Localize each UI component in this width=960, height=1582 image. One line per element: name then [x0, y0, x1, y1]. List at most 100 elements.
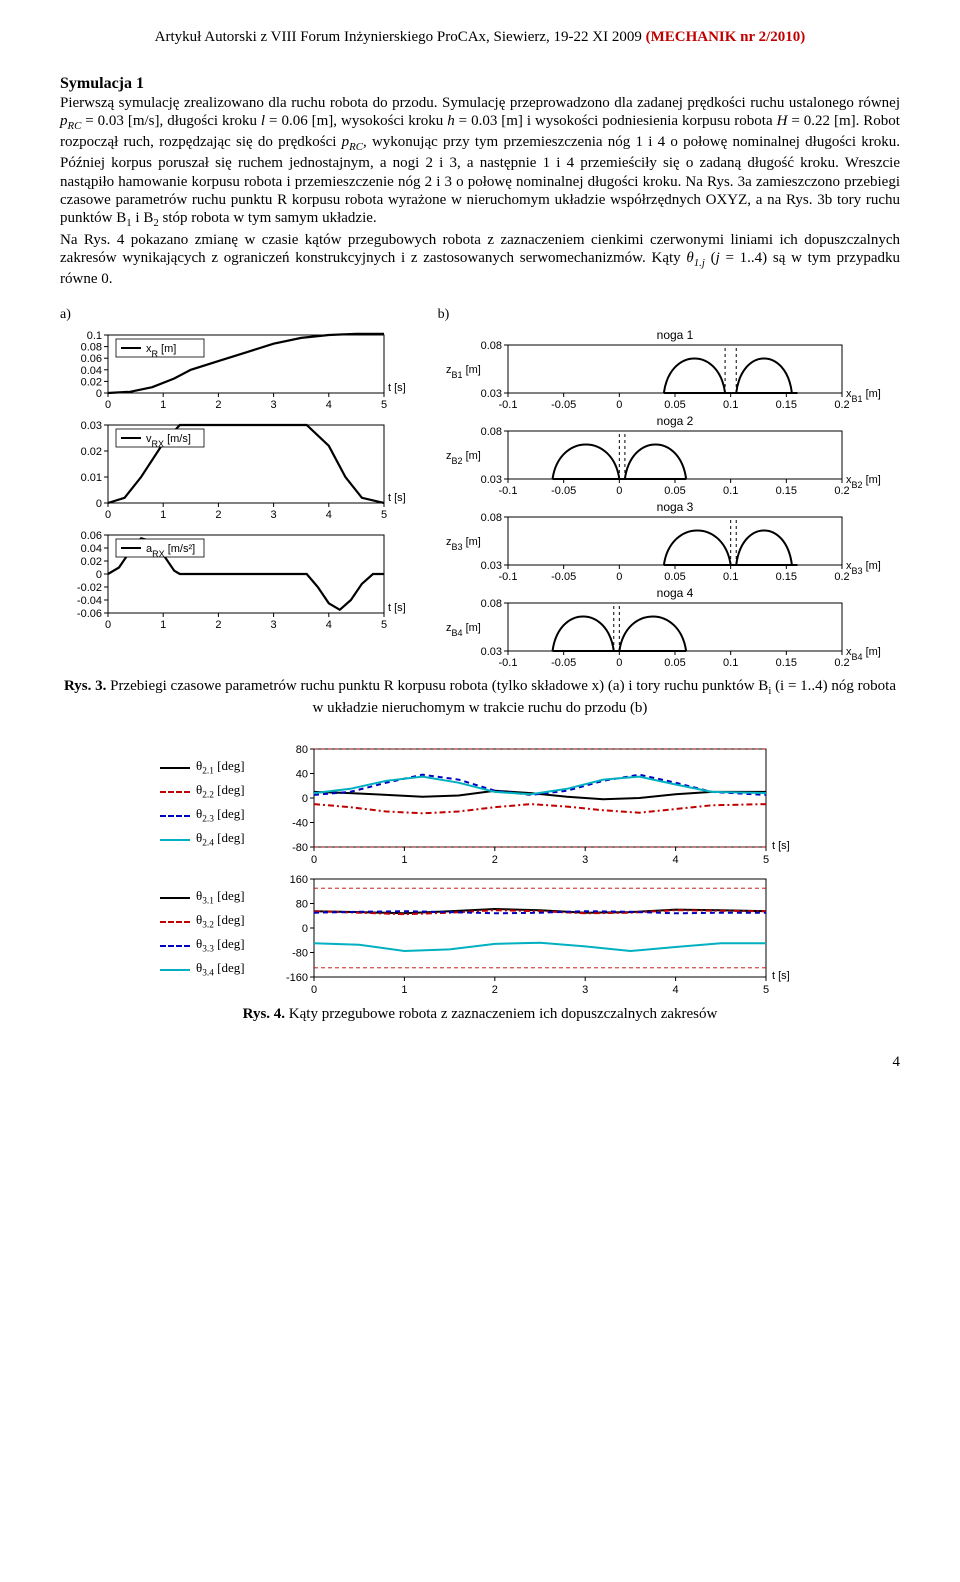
panel-a-label: a) — [60, 306, 430, 323]
svg-text:0: 0 — [616, 571, 622, 583]
svg-text:3: 3 — [271, 619, 277, 631]
svg-text:0.06: 0.06 — [81, 530, 102, 542]
svg-text:0.02: 0.02 — [81, 446, 102, 458]
svg-text:xB4 [m]: xB4 [m] — [846, 646, 881, 662]
panel-b-label: b) — [438, 306, 908, 323]
svg-text:0: 0 — [616, 399, 622, 411]
header-black: Artykuł Autorski z VIII Forum Inżyniersk… — [155, 29, 646, 45]
svg-text:noga 3: noga 3 — [656, 500, 693, 514]
svg-text:4: 4 — [326, 399, 332, 411]
svg-text:0: 0 — [105, 509, 111, 521]
svg-text:5: 5 — [381, 399, 387, 411]
svg-text:0.05: 0.05 — [664, 485, 685, 497]
svg-text:zB3 [m]: zB3 [m] — [446, 536, 481, 552]
svg-text:t [s]: t [s] — [772, 840, 790, 852]
svg-text:3: 3 — [582, 984, 588, 996]
svg-text:0.15: 0.15 — [775, 485, 796, 497]
svg-text:5: 5 — [381, 619, 387, 631]
svg-text:1: 1 — [401, 854, 407, 866]
svg-text:5: 5 — [763, 854, 769, 866]
svg-text:1: 1 — [160, 399, 166, 411]
svg-text:0: 0 — [311, 984, 317, 996]
svg-text:0.05: 0.05 — [664, 657, 685, 669]
svg-text:-40: -40 — [292, 817, 308, 829]
svg-text:t [s]: t [s] — [388, 382, 406, 394]
svg-text:0.15: 0.15 — [775, 571, 796, 583]
svg-text:0.08: 0.08 — [480, 426, 501, 438]
svg-text:2: 2 — [215, 619, 221, 631]
svg-text:0.08: 0.08 — [480, 598, 501, 610]
svg-text:t [s]: t [s] — [772, 970, 790, 982]
svg-text:0: 0 — [302, 923, 308, 935]
svg-text:4: 4 — [673, 854, 679, 866]
figure-3-row: a) 01234500.020.040.060.080.1xR [m]t [s]… — [60, 306, 900, 671]
svg-text:0.02: 0.02 — [81, 377, 102, 389]
paper-header: Artykuł Autorski z VIII Forum Inżyniersk… — [60, 28, 900, 46]
svg-text:0.03: 0.03 — [480, 560, 501, 572]
svg-text:3: 3 — [582, 854, 588, 866]
svg-text:40: 40 — [296, 768, 308, 780]
svg-text:xB2 [m]: xB2 [m] — [846, 474, 881, 490]
svg-text:-0.05: -0.05 — [551, 571, 576, 583]
svg-text:2: 2 — [215, 509, 221, 521]
svg-text:4: 4 — [673, 984, 679, 996]
svg-text:zB1 [m]: zB1 [m] — [446, 364, 481, 380]
svg-text:2: 2 — [492, 984, 498, 996]
svg-text:0.03: 0.03 — [81, 420, 102, 432]
svg-text:0.01: 0.01 — [81, 472, 102, 484]
svg-text:80: 80 — [296, 744, 308, 756]
svg-text:0: 0 — [616, 657, 622, 669]
svg-text:0.06: 0.06 — [81, 354, 102, 366]
svg-text:-160: -160 — [286, 972, 308, 984]
svg-text:-80: -80 — [292, 842, 308, 854]
svg-text:5: 5 — [763, 984, 769, 996]
svg-text:-0.05: -0.05 — [551, 657, 576, 669]
svg-text:-0.1: -0.1 — [498, 399, 517, 411]
page-number: 4 — [60, 1053, 900, 1071]
figure-4-charts: θ2.1 [deg]θ2.2 [deg]θ2.3 [deg]θ2.4 [deg]… — [60, 739, 900, 999]
svg-text:4: 4 — [326, 619, 332, 631]
svg-text:0.08: 0.08 — [480, 512, 501, 524]
svg-text:5: 5 — [381, 509, 387, 521]
svg-text:0.03: 0.03 — [480, 646, 501, 658]
figure-3a-charts: 01234500.020.040.060.080.1xR [m]t [s]012… — [60, 327, 430, 637]
svg-text:zB2 [m]: zB2 [m] — [446, 450, 481, 466]
svg-text:1: 1 — [401, 984, 407, 996]
svg-text:xB3 [m]: xB3 [m] — [846, 560, 881, 576]
body-paragraph: Pierwszą symulację zrealizowano dla ruch… — [60, 94, 900, 288]
svg-text:0: 0 — [302, 793, 308, 805]
svg-text:0.2: 0.2 — [834, 485, 849, 497]
svg-text:0.1: 0.1 — [723, 571, 738, 583]
svg-text:0: 0 — [96, 569, 102, 581]
svg-text:-0.1: -0.1 — [498, 571, 517, 583]
svg-text:0: 0 — [311, 854, 317, 866]
svg-text:1: 1 — [160, 509, 166, 521]
svg-text:0.15: 0.15 — [775, 399, 796, 411]
svg-text:t [s]: t [s] — [388, 602, 406, 614]
svg-text:0.03: 0.03 — [480, 388, 501, 400]
svg-text:0: 0 — [96, 388, 102, 400]
svg-text:160: 160 — [290, 874, 308, 886]
svg-text:2: 2 — [215, 399, 221, 411]
svg-text:0.05: 0.05 — [664, 399, 685, 411]
svg-text:noga 1: noga 1 — [656, 328, 693, 342]
svg-text:t [s]: t [s] — [388, 492, 406, 504]
svg-text:0.04: 0.04 — [81, 365, 102, 377]
svg-text:0.2: 0.2 — [834, 399, 849, 411]
svg-text:noga 2: noga 2 — [656, 414, 693, 428]
svg-text:2: 2 — [492, 854, 498, 866]
svg-text:3: 3 — [271, 399, 277, 411]
svg-text:0.2: 0.2 — [834, 657, 849, 669]
svg-text:0.1: 0.1 — [723, 657, 738, 669]
svg-text:-80: -80 — [292, 947, 308, 959]
svg-text:4: 4 — [326, 509, 332, 521]
svg-text:0.08: 0.08 — [81, 342, 102, 354]
figure-4-caption: Rys. 4. Kąty przegubowe robota z zaznacz… — [60, 1005, 900, 1023]
figure-3-caption: Rys. 3. Przebiegi czasowe parametrów ruc… — [60, 677, 900, 716]
svg-text:0.04: 0.04 — [81, 543, 102, 555]
svg-text:0.1: 0.1 — [723, 399, 738, 411]
svg-text:0.1: 0.1 — [723, 485, 738, 497]
svg-text:3: 3 — [271, 509, 277, 521]
svg-text:-0.05: -0.05 — [551, 399, 576, 411]
svg-text:1: 1 — [160, 619, 166, 631]
